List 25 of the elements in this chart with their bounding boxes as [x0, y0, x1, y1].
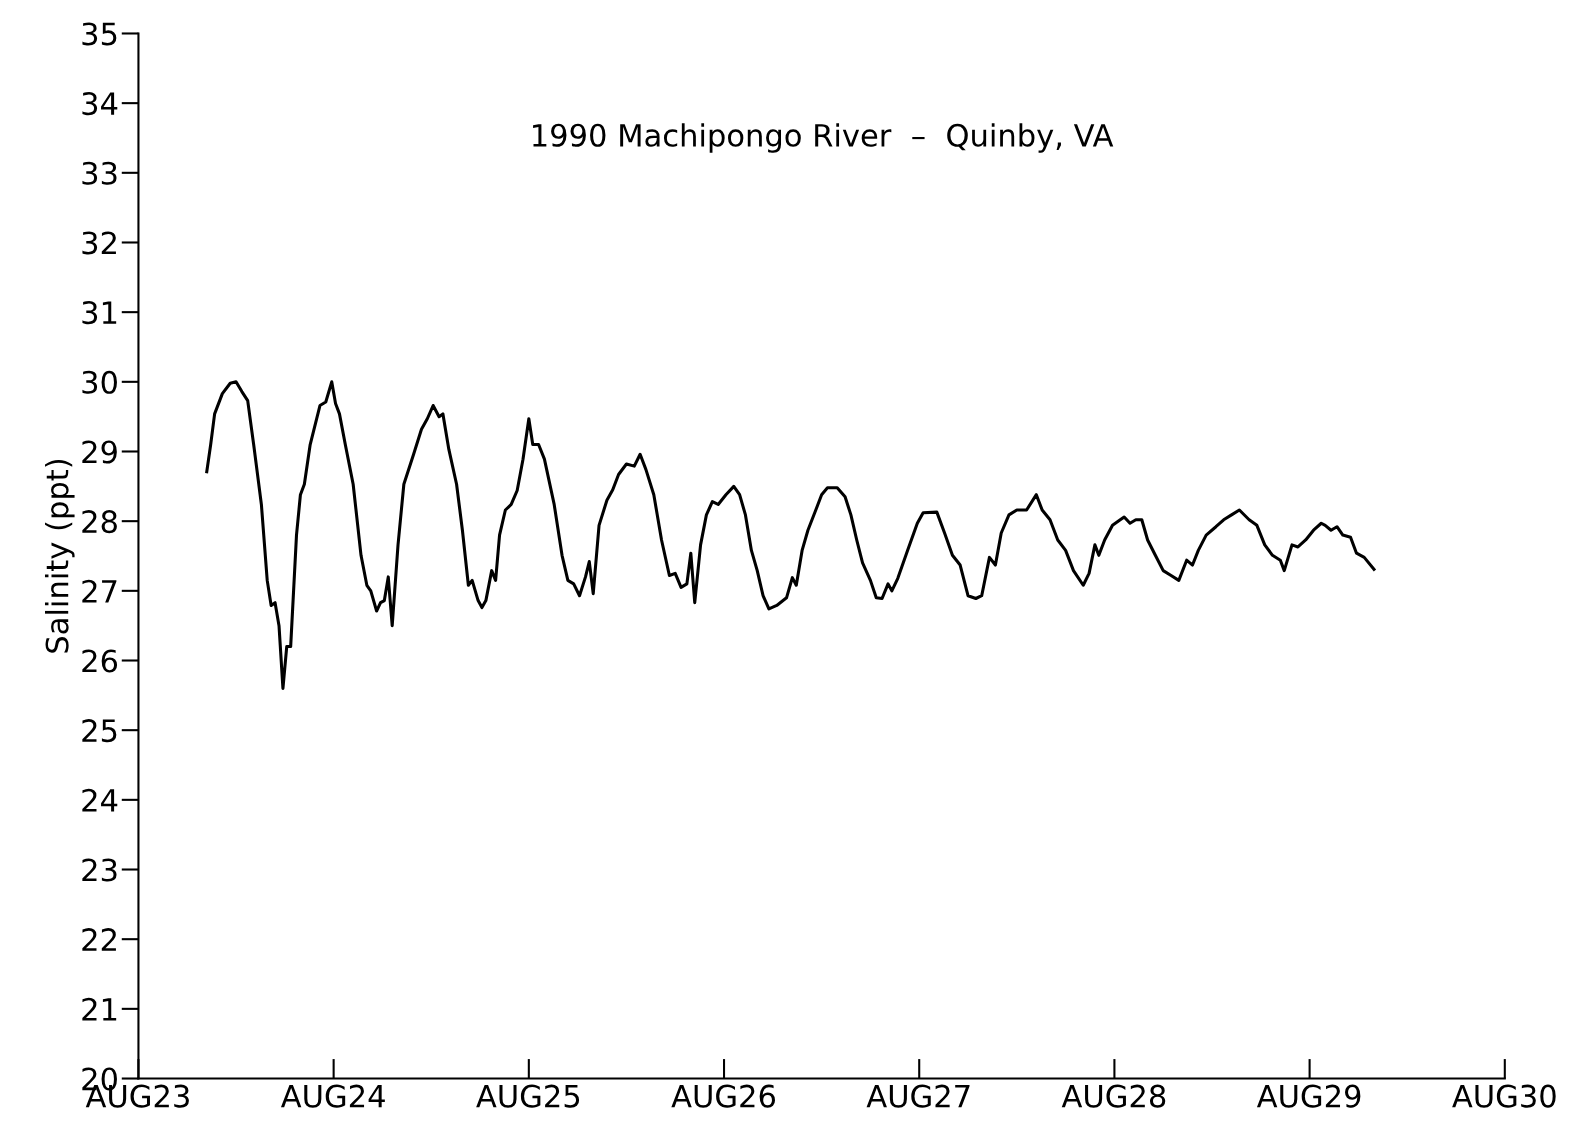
x-tick-label: AUG28	[1061, 1084, 1166, 1108]
y-tick-label: 25	[82, 719, 117, 743]
x-tick-label: AUG27	[866, 1084, 970, 1108]
y-tick-label: 26	[82, 649, 118, 673]
x-tick-label: AUG29	[1256, 1084, 1361, 1108]
y-tick-label: 35	[82, 22, 117, 46]
y-tick-label: 21	[82, 997, 117, 1021]
y-tick-label: 24	[82, 788, 118, 812]
y-tick-label: 32	[82, 231, 116, 255]
x-tick-label: AUG25	[476, 1084, 580, 1108]
y-axis-title: Salinity (ppt)	[44, 459, 75, 653]
y-tick-label: 31	[82, 301, 117, 325]
x-tick-label: AUG30	[1452, 1084, 1556, 1108]
x-tick-label: AUG24	[280, 1084, 385, 1108]
y-tick-label: 34	[82, 92, 118, 116]
y-tick-label: 22	[82, 928, 116, 951]
x-tick-label: AUG26	[671, 1084, 776, 1108]
y-tick-label: 30	[82, 370, 117, 394]
y-tick-label: 23	[82, 858, 117, 882]
y-tick-label: 29	[82, 440, 117, 464]
line-series	[205, 380, 1376, 690]
y-tick-label: 28	[82, 510, 117, 534]
y-tick-label: 27	[82, 579, 117, 603]
text: 1990 Machipongo River – Quinby, VA	[533, 123, 1114, 153]
y-tick-label: 33	[82, 161, 117, 185]
